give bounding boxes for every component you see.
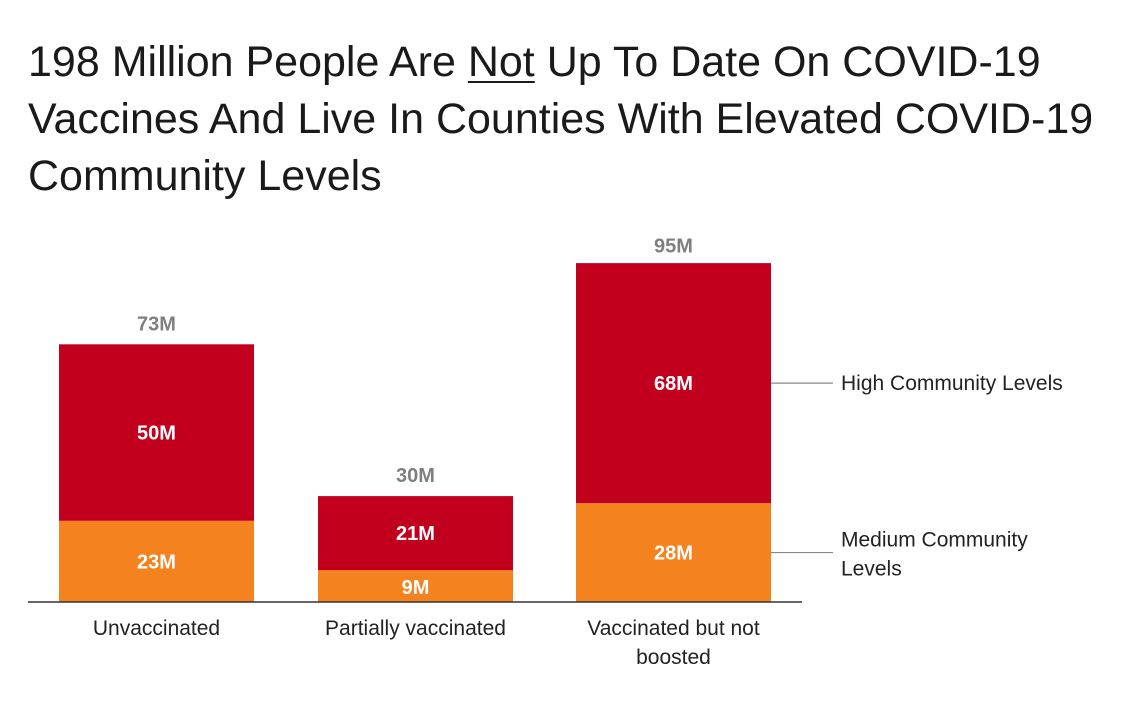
total-label-0: 73M (137, 313, 176, 335)
chart-title: 198 Million People Are Not Up To Date On… (28, 34, 1138, 205)
legend-label-high-community-levels-line-0: High Community Levels (841, 372, 1063, 395)
bar-segment-high-community-levels-0 (59, 344, 254, 521)
title-emphasis: Not (467, 38, 535, 86)
legend-label-medium-community-levels-line-0: Medium Community (841, 529, 1028, 552)
legend: Medium Community Levels High Community Lev… (771, 372, 1063, 581)
segment-label-high-community-levels-1: 21M (396, 523, 435, 545)
category-label-2-line-1: boosted (636, 646, 711, 669)
segment-label-high-community-levels-0: 50M (137, 423, 176, 445)
segment-label-medium-community-levels-0: 23M (137, 551, 176, 573)
segment-labels-group: 23M 50M 9M 21M 28M 68M (137, 373, 693, 599)
bar-segment-high-community-levels-2 (576, 263, 771, 504)
segment-label-high-community-levels-2: 68M (654, 373, 693, 395)
total-label-2: 95M (654, 236, 693, 258)
bar-segment-high-community-levels-1 (318, 496, 513, 571)
category-labels-group: Unvaccinated Partially vaccinated Vaccinat… (93, 617, 760, 669)
segment-label-medium-community-levels-1: 9M (402, 577, 430, 599)
title-text-2: Up To Date On COVID-19 Vaccines And Live… (28, 38, 1094, 200)
bars-group (59, 263, 771, 602)
bar-segment-medium-community-levels-0 (59, 520, 254, 602)
segment-label-medium-community-levels-2: 28M (654, 543, 693, 565)
category-label-0-line-0: Unvaccinated (93, 617, 220, 640)
bar-segment-medium-community-levels-2 (576, 503, 771, 602)
bar-segment-medium-community-levels-1 (318, 570, 513, 602)
category-label-2-line-0: Vaccinated but not (587, 617, 760, 640)
title-text-0: 198 Million People Are (28, 38, 468, 86)
total-labels-group: 73M 30M 95M (137, 236, 693, 487)
total-label-1: 30M (396, 465, 435, 487)
legend-label-medium-community-levels-line-1: Levels (841, 558, 902, 581)
category-label-1-line-0: Partially vaccinated (325, 617, 506, 640)
